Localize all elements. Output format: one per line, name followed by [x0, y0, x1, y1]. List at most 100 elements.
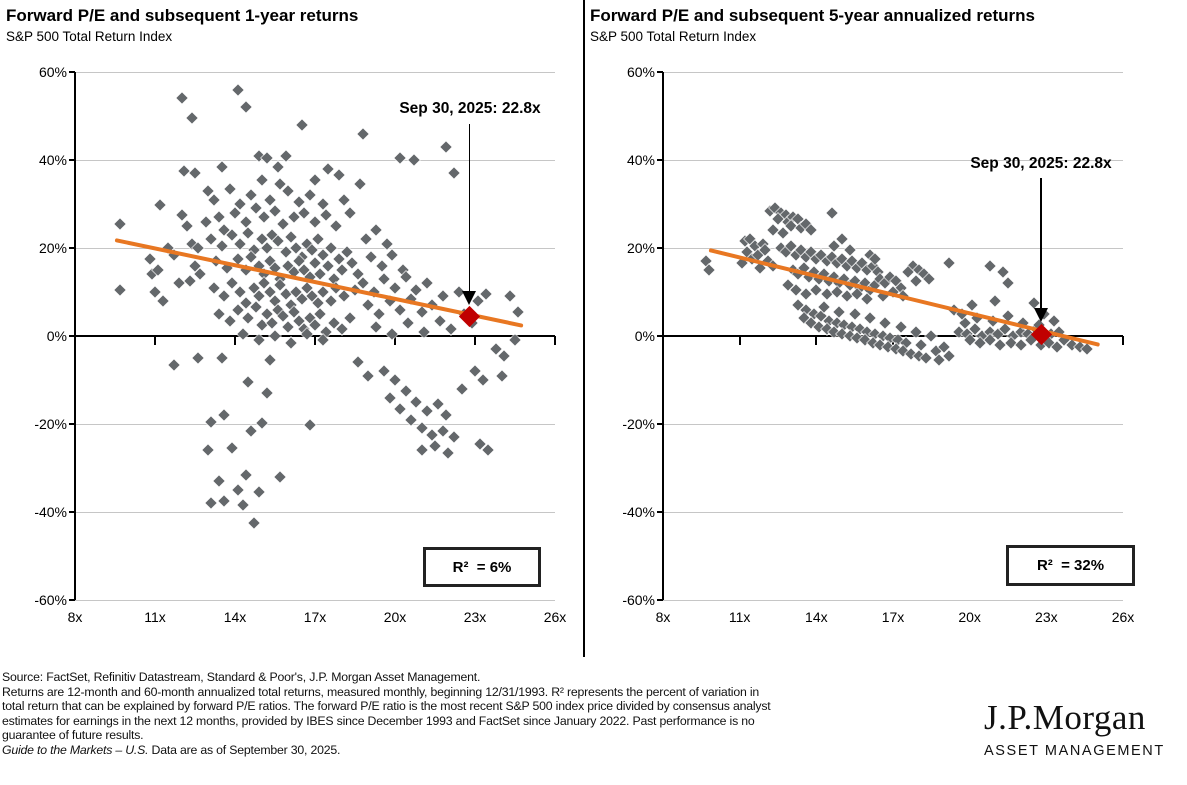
scatter-point	[207, 193, 220, 206]
scatter-point	[495, 369, 508, 382]
scatter-point	[925, 330, 937, 342]
scatter-point	[215, 160, 228, 173]
scatter-point	[421, 277, 433, 289]
scatter-point	[848, 308, 861, 320]
footer-note-line-1: Returns are 12-month and 60-month annual…	[2, 684, 759, 699]
scatter-point	[143, 253, 156, 265]
scatter-point	[309, 215, 321, 228]
scatter-point	[205, 416, 217, 428]
y-axis-tick-label: 0%	[46, 328, 67, 344]
scatter-point	[303, 419, 316, 431]
scatter-point	[426, 429, 438, 441]
scatter-point	[389, 374, 401, 386]
scatter-point	[325, 242, 337, 254]
scatter-point	[498, 350, 510, 362]
y-axis-tick	[657, 247, 663, 249]
scatter-point	[943, 257, 955, 270]
scatter-point	[437, 290, 449, 303]
y-axis-tick-label: 20%	[626, 240, 655, 256]
scatter-point	[997, 266, 1009, 278]
x-axis-tick-label: 14x	[223, 609, 247, 625]
scatter-point	[269, 204, 281, 217]
scatter-point	[322, 163, 334, 175]
scatter-point	[335, 264, 348, 276]
scatter-point	[357, 127, 369, 140]
y-axis-tick	[657, 423, 663, 425]
scatter-point	[314, 268, 326, 281]
scatter-point	[394, 303, 406, 316]
scatter-point	[242, 312, 254, 325]
y-gridline	[75, 159, 555, 161]
scatter-point	[226, 277, 238, 289]
panel-divider	[583, 0, 585, 657]
scatter-point	[415, 444, 428, 457]
data-as-of-label: Data are as of September 30, 2025.	[148, 742, 341, 757]
scatter-point	[333, 253, 345, 265]
footer-notes: Source: FactSet, Refinitiv Datastream, S…	[2, 670, 1002, 758]
scatter-point	[439, 141, 452, 153]
scatter-point	[154, 199, 166, 211]
x-axis-tick	[314, 336, 316, 345]
scatter-point	[317, 198, 329, 210]
scatter-point	[271, 160, 284, 173]
scatter-point	[434, 314, 446, 327]
scatter-point	[114, 284, 126, 296]
scatter-point	[394, 402, 406, 415]
scatter-point	[205, 497, 217, 509]
left-annotation-arrow-line	[468, 124, 470, 292]
x-axis-tick	[474, 336, 476, 345]
scatter-point	[394, 152, 406, 164]
scatter-point	[402, 317, 414, 329]
scatter-point	[879, 317, 891, 329]
scatter-point	[861, 292, 874, 305]
scatter-point	[149, 286, 161, 298]
scatter-point	[378, 365, 390, 377]
scatter-point	[805, 224, 817, 237]
scatter-point	[383, 391, 396, 404]
x-axis-tick-label: 11x	[728, 609, 751, 625]
left-chart-title: Forward P/E and subsequent 1-year return…	[6, 6, 359, 25]
x-axis-tick-label: 17x	[881, 609, 905, 625]
y-axis-tick	[657, 511, 663, 513]
y-gridline	[75, 511, 555, 513]
scatter-point	[205, 233, 217, 245]
y-gridline	[663, 247, 1123, 249]
scatter-point	[966, 299, 978, 311]
scatter-point	[199, 215, 212, 228]
scatter-point	[864, 312, 876, 325]
jpmorgan-logo: J.P.Morgan ASSET MANAGEMENT	[984, 698, 1184, 759]
scatter-point	[373, 308, 385, 320]
scatter-point	[285, 231, 297, 243]
scatter-point	[181, 220, 193, 232]
scatter-point	[455, 383, 468, 395]
scatter-point	[915, 339, 927, 351]
scatter-point	[263, 354, 276, 366]
y-axis-tick	[69, 335, 75, 337]
scatter-point	[213, 211, 225, 223]
scatter-point	[175, 209, 188, 221]
x-axis-tick	[1122, 336, 1124, 345]
x-axis-tick	[394, 336, 396, 345]
scatter-point	[218, 409, 230, 421]
scatter-point	[346, 257, 358, 270]
scatter-point	[285, 336, 297, 349]
scatter-point	[362, 369, 374, 382]
left-annotation-label: Sep 30, 2025: 22.8x	[399, 100, 541, 117]
scatter-point	[437, 424, 449, 437]
x-axis-tick-label: 8x	[655, 609, 671, 625]
y-axis-tick-label: 40%	[626, 152, 655, 168]
scatter-point	[282, 185, 294, 197]
scatter-point	[237, 499, 249, 512]
y-axis-tick	[657, 335, 663, 337]
scatter-point	[333, 169, 345, 182]
x-axis-tick-label: 8x	[67, 609, 83, 625]
scatter-point	[191, 352, 204, 364]
scatter-point	[359, 233, 372, 245]
scatter-point	[207, 281, 220, 294]
scatter-point	[231, 484, 244, 496]
x-axis-tick-label: 26x	[1111, 609, 1135, 625]
scatter-point	[431, 398, 444, 410]
scatter-point	[215, 240, 228, 252]
right-chart-subtitle: S&P 500 Total Return Index	[590, 29, 757, 44]
